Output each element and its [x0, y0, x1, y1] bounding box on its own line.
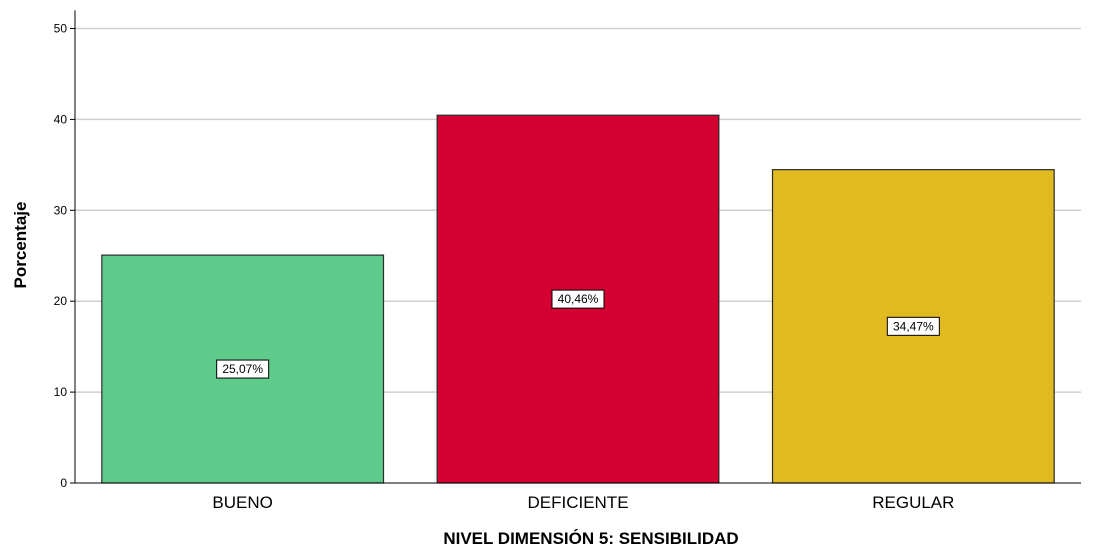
x-category-label: REGULAR — [872, 493, 954, 512]
data-labels: 25,07% 40,46% 34,47% — [216, 289, 940, 379]
data-label-box — [886, 316, 940, 336]
data-label-text: 25,07% — [222, 362, 263, 376]
data-label-text: 34,47% — [893, 319, 934, 333]
x-category-label: BUENO — [212, 493, 272, 512]
y-tick-label: 0 — [60, 476, 67, 490]
data-label: 25,07% — [216, 359, 270, 379]
y-tick-label: 40 — [54, 112, 68, 126]
data-label: 40,46% — [551, 289, 605, 309]
x-category-label: DEFICIENTE — [527, 493, 628, 512]
data-label: 34,47% — [886, 316, 940, 336]
y-tick-label: 30 — [54, 203, 68, 217]
axes: 0 10 20 30 40 50 BUENO DEFICIENTE REGULAR — [54, 10, 1081, 512]
y-tick-label: 20 — [54, 294, 68, 308]
data-label-text: 40,46% — [558, 292, 599, 306]
y-tick-label: 10 — [54, 385, 68, 399]
x-axis-title: NIVEL DIMENSIÓN 5: SENSIBILIDAD — [443, 529, 738, 548]
y-tick-label: 50 — [54, 22, 68, 36]
y-axis-title: Porcentaje — [11, 202, 30, 289]
data-label-box — [551, 289, 605, 309]
bars — [101, 114, 1055, 484]
data-label-box — [216, 359, 270, 379]
